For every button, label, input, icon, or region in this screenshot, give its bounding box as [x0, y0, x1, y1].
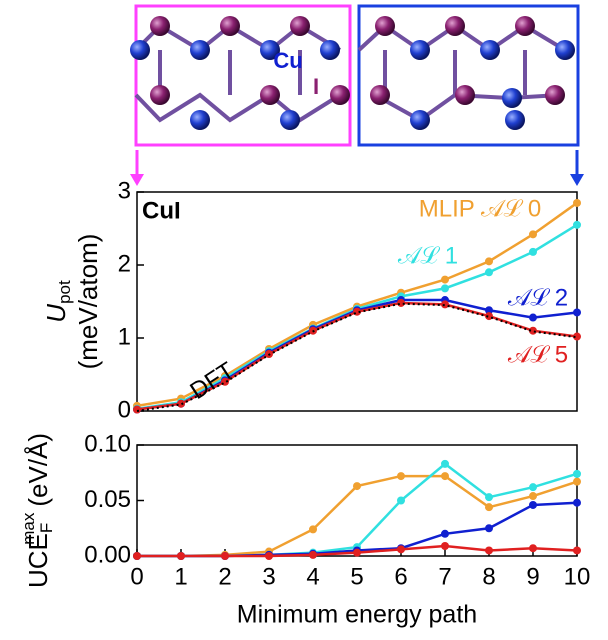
x-tick-label: 9	[526, 563, 539, 590]
data-point	[485, 257, 493, 266]
x-tick-label: 7	[438, 563, 451, 590]
data-point	[573, 220, 581, 229]
data-point	[485, 546, 493, 555]
data-point	[573, 498, 581, 507]
data-point	[441, 472, 449, 481]
data-point	[441, 275, 449, 284]
data-point	[353, 548, 361, 557]
plot-frame	[136, 191, 578, 412]
y-axis-label: Upot(meV/atom)	[41, 234, 103, 370]
data-point	[133, 405, 141, 414]
series-line	[137, 462, 578, 558]
data-point	[485, 524, 493, 533]
x-tick-label: 4	[306, 563, 319, 590]
data-point	[485, 312, 493, 321]
data-point	[573, 477, 581, 486]
data-point	[529, 313, 537, 322]
arrows	[130, 150, 584, 186]
y-tick-label: 0	[118, 396, 131, 423]
data-point	[485, 306, 493, 315]
label-part: F	[37, 523, 56, 533]
y-tick-label: 2	[118, 250, 131, 277]
panel-label: CuI	[142, 197, 181, 224]
data-point	[573, 469, 581, 478]
data-point	[441, 459, 449, 468]
data-point	[353, 482, 361, 491]
data-point	[397, 472, 405, 481]
x-tick-label: 3	[262, 563, 275, 590]
x-tick-label: 10	[564, 563, 591, 590]
structure-left: Cu I	[130, 4, 352, 147]
y-tick-label: 3	[118, 177, 131, 204]
data-point	[441, 284, 449, 293]
series-label: 𝒜ℒ 1	[398, 242, 458, 269]
structure-right	[357, 4, 580, 147]
x-tick-label: 2	[218, 563, 231, 590]
label-part: (meV/atom)	[73, 234, 103, 370]
data-point	[485, 503, 493, 512]
data-point	[485, 493, 493, 502]
data-point	[441, 542, 449, 551]
series-label: 𝒜ℒ 2	[508, 284, 568, 311]
x-tick-label: 0	[130, 563, 143, 590]
label-part: (eV/Å)	[23, 433, 53, 507]
y-axis-label: UCEFmax (eV/Å)	[19, 433, 56, 588]
data-point	[485, 268, 493, 277]
label-part: UCE	[23, 533, 53, 588]
data-point	[529, 247, 537, 256]
data-point	[573, 332, 581, 341]
data-point	[529, 492, 537, 501]
data-point	[529, 230, 537, 239]
atom-label: I	[313, 74, 319, 99]
data-point	[529, 544, 537, 553]
data-point	[441, 529, 449, 538]
atom-label: Cu	[273, 48, 302, 73]
data-point	[441, 300, 449, 309]
series-label: MLIP 𝒜ℒ 0	[419, 195, 541, 222]
y-tick-label: 1	[118, 323, 131, 350]
data-point	[177, 399, 185, 408]
data-point	[309, 525, 317, 534]
x-tick-label: 5	[350, 563, 363, 590]
data-point	[397, 496, 405, 505]
data-point	[221, 552, 229, 560]
data-point	[573, 308, 581, 317]
data-point	[529, 483, 537, 492]
label-part: U	[41, 304, 71, 323]
y-tick-label: 0.10	[84, 430, 131, 457]
data-point	[177, 552, 185, 560]
data-point	[397, 545, 405, 554]
data-point	[573, 546, 581, 555]
y-tick-label: 0.00	[84, 541, 131, 568]
data-point	[309, 550, 317, 559]
data-point	[573, 198, 581, 207]
x-axis-label: Minimum energy path	[237, 601, 477, 629]
data-point	[265, 552, 273, 560]
label-part: max	[19, 512, 38, 545]
x-tick-label: 8	[482, 563, 495, 590]
y-tick-label: 0.05	[84, 486, 131, 513]
data-point	[529, 500, 537, 509]
x-tick-label: 6	[394, 563, 407, 590]
series-label: 𝒜ℒ 5	[508, 341, 568, 368]
data-point	[133, 552, 141, 560]
label-part: pot	[55, 280, 74, 304]
x-tick-label: 1	[174, 563, 187, 590]
